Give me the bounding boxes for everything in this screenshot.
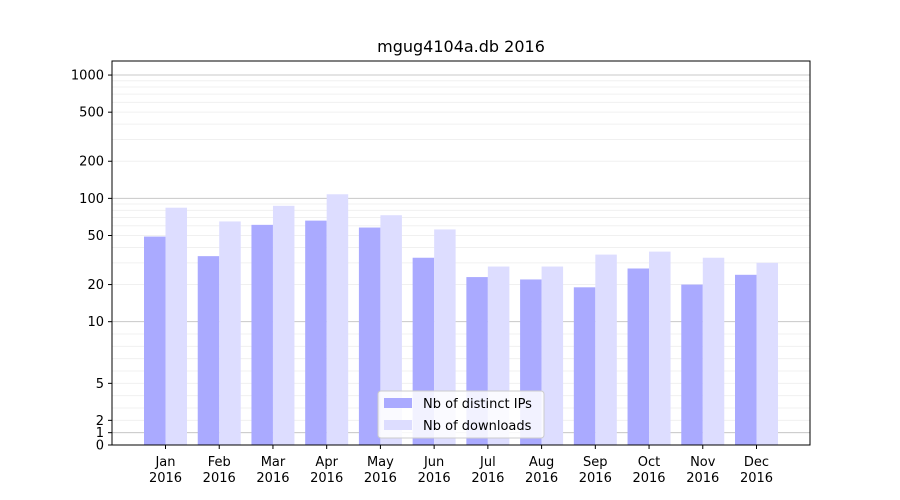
bar-distinct-ips-sep: [573, 287, 596, 445]
bar-downloads-sep: [595, 254, 617, 445]
bar-distinct-ips-may: [358, 227, 381, 445]
x-tick-label-month: Jun: [423, 455, 444, 470]
legend-swatch-distinct-ips: [384, 398, 412, 408]
x-tick-label-month: May: [367, 455, 394, 470]
bar-downloads-dec: [756, 262, 778, 445]
x-tick-label-month: Sep: [583, 455, 608, 470]
x-tick-label-year: 2016: [579, 471, 612, 486]
x-tick-label-year: 2016: [632, 471, 665, 486]
x-tick-label-year: 2016: [471, 471, 504, 486]
x-tick-label-year: 2016: [256, 471, 289, 486]
x-tick-label-month: Jan: [154, 455, 175, 470]
bar-downloads-jan: [165, 207, 187, 445]
legend: Nb of distinct IPs Nb of downloads: [377, 390, 545, 439]
bar-distinct-ips-oct: [627, 268, 650, 445]
bar-downloads-nov: [702, 257, 725, 445]
bar-distinct-ips-dec: [735, 274, 757, 445]
x-tick-label-month: Jul: [479, 455, 496, 470]
x-tick-label-month: Nov: [690, 455, 716, 470]
chart-title: mgug4104a.db 2016: [377, 37, 545, 56]
legend-label-distinct-ips: Nb of distinct IPs: [423, 397, 532, 412]
y-tick-label: 1: [96, 426, 104, 441]
bar-distinct-ips-apr: [305, 220, 327, 445]
x-tick-label-year: 2016: [203, 471, 236, 486]
x-axis: Jan2016Feb2016Mar2016Apr2016May2016Jun20…: [149, 445, 773, 486]
x-tick-label-year: 2016: [364, 471, 397, 486]
y-tick-label: 100: [79, 192, 104, 207]
x-tick-label-year: 2016: [525, 471, 558, 486]
x-tick-label-year: 2016: [310, 471, 343, 486]
bar-distinct-ips-jan: [144, 236, 166, 445]
bar-downloads-feb: [219, 221, 241, 445]
y-tick-label: 0: [96, 439, 104, 454]
y-tick-label: 10: [87, 315, 104, 330]
y-tick-label: 500: [79, 106, 104, 121]
legend-label-downloads: Nb of downloads: [423, 419, 532, 434]
y-axis: 012 5 10 20 50 100 200 500 1000: [71, 69, 112, 454]
plot-frame: [111, 60, 811, 446]
x-tick-label-month: Feb: [208, 455, 231, 470]
x-tick-label-month: Apr: [315, 455, 338, 470]
x-tick-label-month: Dec: [744, 455, 769, 470]
legend-box: [377, 390, 545, 439]
y-tick-label: 1000: [71, 69, 104, 84]
bar-distinct-ips-feb: [197, 256, 220, 445]
x-tick-label-year: 2016: [418, 471, 451, 486]
y-tick-label: 2: [96, 414, 104, 429]
bar-downloads-apr: [326, 194, 349, 445]
y-tick-label: 20: [87, 278, 104, 293]
bar-distinct-ips-mar: [251, 224, 273, 445]
bar-downloads-may: [380, 215, 402, 445]
bar-downloads-aug: [541, 266, 564, 445]
bar-downloads-mar: [272, 205, 295, 445]
bars: [144, 194, 778, 445]
bar-distinct-ips-nov: [681, 284, 703, 445]
y-tick-label: 200: [79, 155, 104, 170]
x-tick-label-year: 2016: [740, 471, 773, 486]
x-tick-label-year: 2016: [686, 471, 719, 486]
x-tick-label-month: Mar: [261, 455, 286, 470]
x-tick-label-year: 2016: [149, 471, 182, 486]
bar-downloads-oct: [649, 251, 671, 445]
x-tick-label-month: Oct: [638, 455, 660, 470]
y-tick-label: 50: [87, 229, 104, 244]
legend-swatch-downloads: [384, 420, 412, 430]
y-tick-label: 5: [96, 377, 104, 392]
x-tick-label-month: Aug: [529, 455, 554, 470]
